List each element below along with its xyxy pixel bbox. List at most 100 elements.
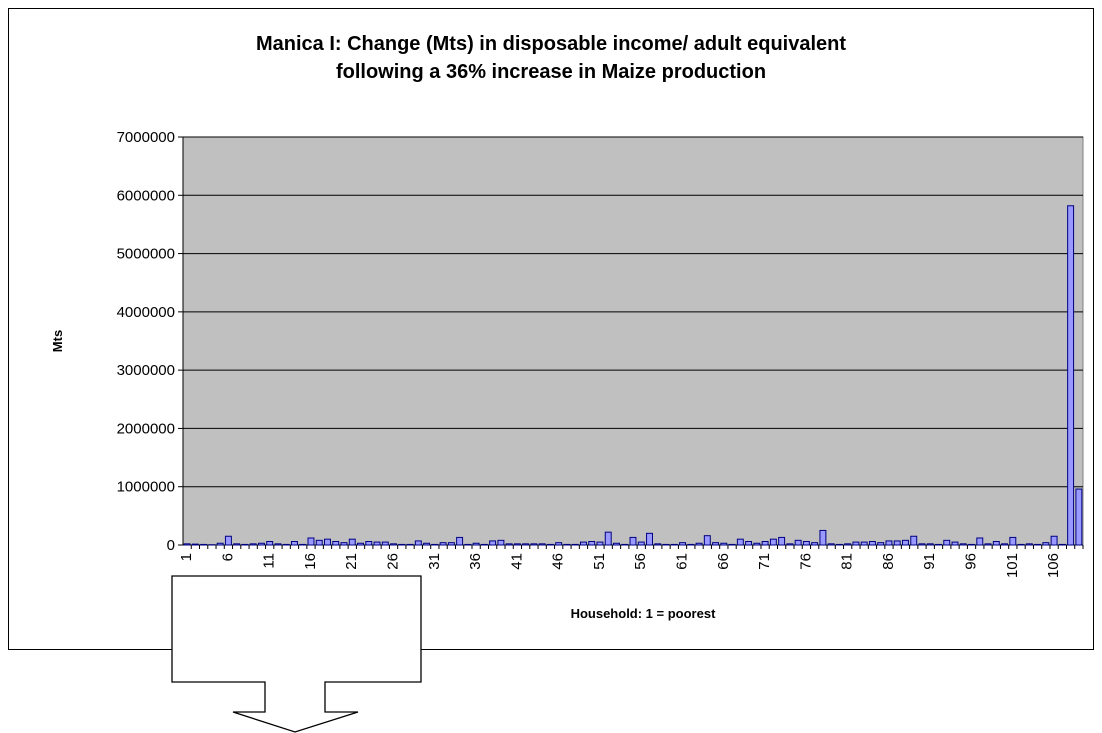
y-axis-label: Mts [50,330,65,352]
bar-household-91 [926,543,934,546]
bar-household-30 [423,542,431,546]
bar-household-39 [497,539,505,546]
x-tick-label: 56 [632,553,649,570]
bar-household-93 [943,539,951,546]
bar-household-8 [241,543,249,546]
bar-household-109 [1075,488,1083,546]
bar-household-26 [390,543,398,546]
bar-household-50 [588,541,596,546]
bar-household-41 [513,543,521,546]
bar-household-22 [357,542,364,546]
bar-household-89 [910,535,918,546]
bar-household-35 [464,543,472,546]
bar-household-76 [802,541,810,546]
x-tick-label: 91 [921,553,938,570]
bar-household-57 [646,532,653,546]
bar-household-87 [893,540,901,546]
x-tick-label: 76 [797,553,814,570]
y-tick-label: 6000000 [117,187,175,204]
bar-household-44 [538,543,546,546]
bar-household-40 [505,543,513,546]
bar-household-16 [307,537,315,546]
x-tick-label: 41 [508,553,525,570]
bar-household-25 [381,541,389,546]
x-tick-label: 101 [1004,553,1021,578]
x-tick-label: 21 [343,553,360,570]
bar-household-37 [480,543,488,546]
bar-household-78 [819,529,827,546]
bar-household-61 [679,542,687,546]
bar-household-3 [200,543,208,546]
x-tick-label: 71 [756,553,773,570]
bar-household-73 [778,536,786,546]
bar-household-54 [621,543,629,546]
bar-household-11 [266,541,274,546]
bar-household-68 [736,538,744,546]
bar-household-38 [489,540,497,546]
bar-household-98 [984,543,992,546]
bar-household-12 [274,543,282,546]
bar-household-63 [695,542,703,546]
bar-household-29 [414,540,422,546]
bar-household-14 [290,541,298,546]
bar-household-58 [654,543,662,546]
x-tick-label: 66 [715,553,732,570]
bar-household-85 [877,542,885,546]
y-tick-label: 0 [167,537,175,554]
bar-household-96 [968,543,976,546]
bar-household-88 [902,539,909,546]
y-tick-label: 1000000 [117,479,175,496]
bar-household-108 [1067,205,1075,546]
x-tick-label: 86 [880,553,897,570]
bar-household-79 [827,543,835,546]
bar-household-20 [340,542,348,546]
x-tick-label: 61 [674,553,691,570]
bar-household-99 [992,541,1000,546]
bar-household-75 [794,539,802,546]
bar-household-15 [299,543,307,546]
bar-household-51 [596,541,604,546]
x-tick-label: 1 [178,553,195,561]
bar-household-107 [1058,543,1066,546]
y-tick-label: 7000000 [117,129,175,146]
bar-household-45 [546,543,554,546]
x-tick-label: 81 [839,553,856,570]
bar-household-101 [1009,536,1017,546]
bar-household-94 [951,541,959,546]
bar-household-90 [918,543,926,546]
bar-household-66 [720,542,728,546]
bar-household-23 [365,541,373,546]
bar-household-55 [629,536,637,546]
bar-household-19 [332,541,340,546]
bar-household-102 [1017,543,1025,546]
chart-title: Manica I: Change (Mts) in disposable inc… [8,30,1094,86]
x-axis-label: Household: 1 = poorest [571,606,716,621]
bar-household-52 [604,531,612,546]
bar-household-106 [1050,535,1058,546]
bar-household-77 [811,542,819,546]
y-tick-label: 5000000 [117,246,175,263]
bar-household-59 [662,543,670,546]
x-tick-label: 96 [963,553,980,570]
bar-household-1 [183,543,191,546]
bar-household-17 [315,539,323,546]
bar-household-65 [712,542,720,546]
bar-household-34 [456,536,464,546]
x-tick-label: 26 [385,553,402,570]
bar-household-56 [637,541,645,546]
bar-household-5 [216,542,224,546]
x-tick-label: 106 [1045,553,1062,578]
bar-household-18 [324,538,331,546]
bar-household-72 [769,538,777,546]
bar-household-33 [447,542,455,546]
bar-household-80 [835,543,843,546]
bar-household-7 [233,543,241,546]
bar-household-105 [1042,542,1050,546]
bar-household-9 [249,543,257,546]
x-tick-label: 11 [261,553,278,569]
y-tick-label: 2000000 [117,420,175,437]
x-tick-label: 16 [302,553,319,570]
bar-household-36 [472,542,480,546]
bar-household-100 [1001,543,1009,546]
